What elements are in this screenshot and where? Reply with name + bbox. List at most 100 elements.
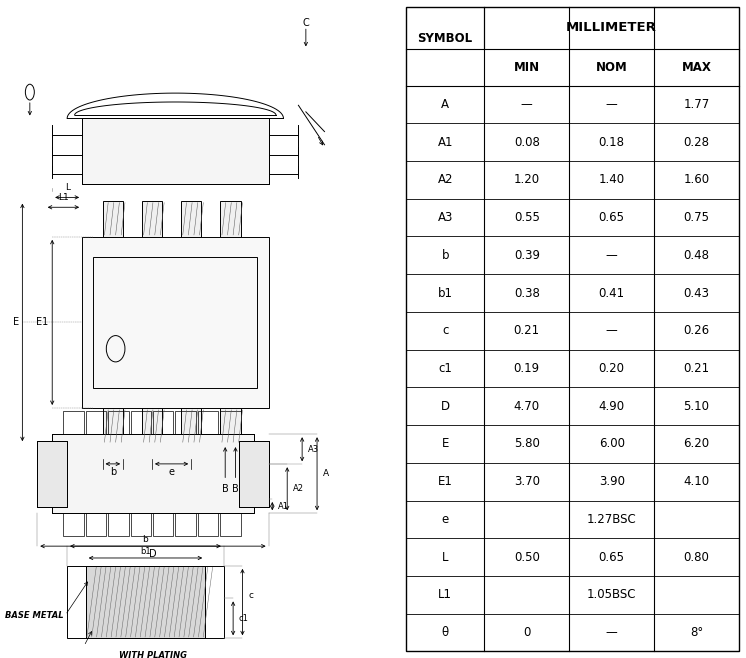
Text: 0.65: 0.65 bbox=[599, 551, 624, 564]
Text: e: e bbox=[169, 467, 175, 477]
Text: 5.80: 5.80 bbox=[514, 438, 539, 451]
Text: —: — bbox=[521, 98, 533, 111]
Bar bbox=[108, 411, 129, 434]
Text: B: B bbox=[232, 484, 239, 494]
Text: 1.27BSC: 1.27BSC bbox=[587, 513, 636, 526]
Text: BASE METAL: BASE METAL bbox=[4, 611, 63, 620]
Text: A3: A3 bbox=[308, 445, 319, 454]
Text: 0.20: 0.20 bbox=[599, 362, 624, 375]
Bar bbox=[220, 513, 240, 536]
Bar bbox=[198, 411, 218, 434]
Bar bbox=[86, 566, 205, 638]
Text: 0.43: 0.43 bbox=[683, 286, 709, 299]
Text: D: D bbox=[149, 549, 157, 559]
Text: —: — bbox=[606, 626, 618, 639]
Bar bbox=[86, 513, 107, 536]
Text: 1.60: 1.60 bbox=[683, 173, 709, 186]
Text: 4.70: 4.70 bbox=[514, 399, 540, 413]
Text: θ: θ bbox=[442, 626, 449, 639]
Bar bbox=[82, 118, 269, 184]
Bar bbox=[82, 237, 269, 408]
Text: —: — bbox=[606, 324, 618, 338]
Bar bbox=[37, 441, 67, 507]
Bar bbox=[37, 441, 67, 507]
Text: L1: L1 bbox=[58, 193, 69, 202]
Text: c1: c1 bbox=[239, 614, 248, 623]
Text: c1: c1 bbox=[438, 362, 452, 375]
Text: 0.50: 0.50 bbox=[514, 551, 539, 564]
Text: 0.41: 0.41 bbox=[598, 286, 624, 299]
Text: SYMBOL: SYMBOL bbox=[418, 32, 473, 45]
Bar bbox=[82, 118, 269, 184]
Text: E1: E1 bbox=[438, 475, 453, 488]
Text: A3: A3 bbox=[437, 211, 453, 224]
Bar bbox=[175, 411, 195, 434]
Bar bbox=[93, 257, 257, 388]
Text: 6.00: 6.00 bbox=[599, 438, 624, 451]
Text: 1.05BSC: 1.05BSC bbox=[587, 588, 636, 601]
Bar bbox=[63, 513, 84, 536]
Text: b1: b1 bbox=[140, 547, 151, 556]
Text: —: — bbox=[606, 98, 618, 111]
Text: A1: A1 bbox=[278, 501, 289, 511]
Text: NOM: NOM bbox=[596, 61, 627, 74]
Text: b: b bbox=[110, 467, 116, 477]
Bar bbox=[239, 441, 269, 507]
Text: 6.20: 6.20 bbox=[683, 438, 709, 451]
Text: 0.75: 0.75 bbox=[683, 211, 709, 224]
Text: A1: A1 bbox=[437, 136, 453, 149]
Text: A: A bbox=[441, 98, 449, 111]
Text: 1.40: 1.40 bbox=[598, 173, 624, 186]
Bar bbox=[220, 408, 240, 444]
Text: MIN: MIN bbox=[514, 61, 540, 74]
Bar bbox=[220, 201, 240, 237]
Bar bbox=[108, 513, 129, 536]
Text: 0.39: 0.39 bbox=[514, 249, 540, 262]
Bar bbox=[153, 513, 173, 536]
Text: L1: L1 bbox=[438, 588, 452, 601]
Text: A2: A2 bbox=[437, 173, 453, 186]
Bar bbox=[142, 408, 163, 444]
Text: b1: b1 bbox=[438, 286, 453, 299]
Text: 4.90: 4.90 bbox=[598, 399, 624, 413]
Text: 0.65: 0.65 bbox=[599, 211, 624, 224]
Text: 0.21: 0.21 bbox=[514, 324, 540, 338]
Text: B: B bbox=[222, 484, 228, 494]
Text: 8°: 8° bbox=[690, 626, 703, 639]
Bar bbox=[239, 441, 269, 507]
Text: 0.19: 0.19 bbox=[514, 362, 540, 375]
Text: 0.38: 0.38 bbox=[514, 286, 539, 299]
Text: 0.80: 0.80 bbox=[683, 551, 709, 564]
Text: c: c bbox=[442, 324, 448, 338]
Text: MAX: MAX bbox=[682, 61, 712, 74]
Bar bbox=[86, 411, 107, 434]
Bar bbox=[131, 411, 151, 434]
Text: b: b bbox=[142, 534, 148, 544]
Text: 0: 0 bbox=[523, 626, 530, 639]
Text: 0.28: 0.28 bbox=[683, 136, 709, 149]
Text: —: — bbox=[606, 249, 618, 262]
Bar bbox=[103, 201, 123, 237]
Bar bbox=[153, 411, 173, 434]
Text: 0.21: 0.21 bbox=[683, 362, 709, 375]
Text: 0.18: 0.18 bbox=[599, 136, 624, 149]
Bar bbox=[181, 408, 201, 444]
Text: L: L bbox=[442, 551, 448, 564]
Bar bbox=[63, 411, 84, 434]
Bar bbox=[198, 513, 218, 536]
Text: e: e bbox=[442, 513, 449, 526]
Text: D: D bbox=[441, 399, 450, 413]
Bar bbox=[220, 411, 240, 434]
Text: b: b bbox=[442, 249, 449, 262]
Text: 0.55: 0.55 bbox=[514, 211, 539, 224]
Text: C: C bbox=[302, 18, 310, 28]
Text: A2: A2 bbox=[292, 484, 304, 494]
Text: A: A bbox=[322, 469, 329, 478]
Text: E: E bbox=[13, 317, 19, 328]
Text: E: E bbox=[442, 438, 449, 451]
Bar bbox=[131, 513, 151, 536]
Bar bbox=[142, 201, 163, 237]
Text: 0.48: 0.48 bbox=[683, 249, 709, 262]
Text: 3.70: 3.70 bbox=[514, 475, 540, 488]
Text: 0.26: 0.26 bbox=[683, 324, 709, 338]
